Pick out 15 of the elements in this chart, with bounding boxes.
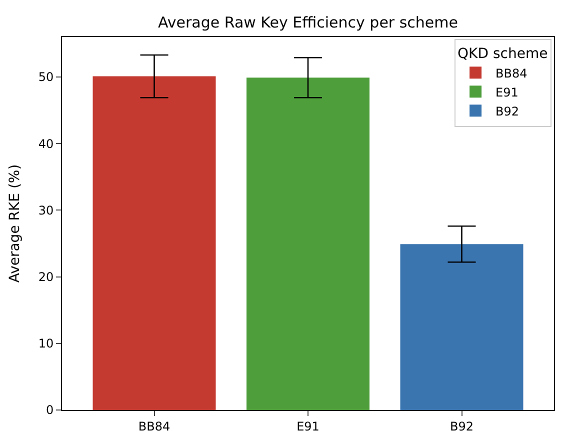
- y-axis-title: Average RKE (%): [6, 164, 23, 283]
- legend-label: BB84: [496, 66, 528, 80]
- y-tick-label: 50: [38, 70, 54, 84]
- legend-label: B92: [496, 104, 520, 118]
- chart-title: Average Raw Key Efficiency per scheme: [158, 13, 458, 32]
- y-tick-label: 20: [38, 270, 54, 284]
- y-tick-label: 0: [46, 403, 54, 418]
- y-tick-label: 10: [38, 336, 54, 351]
- x-tick-label: E91: [296, 419, 320, 434]
- x-tick-label: B92: [450, 419, 474, 434]
- y-tick-label: 30: [38, 203, 54, 218]
- x-tick-label: BB84: [138, 419, 170, 434]
- legend-label: E91: [496, 85, 518, 100]
- legend-title: QKD scheme: [458, 46, 548, 62]
- y-tick-label: 40: [38, 136, 54, 151]
